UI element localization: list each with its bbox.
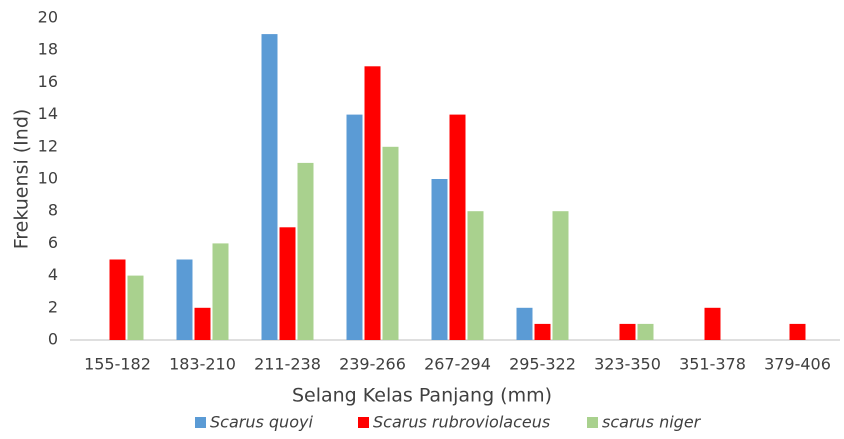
legend-swatch xyxy=(587,417,598,428)
x-tick-label: 155-182 xyxy=(84,355,151,374)
bar xyxy=(382,146,399,340)
x-tick-label: 323-350 xyxy=(594,355,661,374)
bar xyxy=(364,66,381,341)
x-axis-label: Selang Kelas Panjang (mm) xyxy=(292,385,552,407)
bar xyxy=(534,323,551,340)
x-tick-label: 295-322 xyxy=(509,355,576,374)
bar xyxy=(789,323,806,340)
bar xyxy=(109,259,126,340)
bar xyxy=(552,211,569,340)
bar xyxy=(346,114,363,340)
legend-label: Scarus rubroviolaceus xyxy=(373,413,550,432)
y-tick-label: 12 xyxy=(38,136,58,155)
bar xyxy=(704,307,721,340)
bar xyxy=(619,323,636,340)
y-tick-label: 18 xyxy=(38,40,58,59)
y-tick-label: 14 xyxy=(38,104,58,123)
bar xyxy=(127,275,144,340)
y-axis-label: Frekuensi (Ind) xyxy=(11,109,33,250)
bar xyxy=(467,211,484,340)
y-tick-label: 2 xyxy=(48,297,58,316)
bar xyxy=(297,162,314,340)
bar xyxy=(279,227,296,340)
bar xyxy=(194,307,211,340)
bar xyxy=(637,323,654,340)
legend-swatch xyxy=(358,417,369,428)
y-tick-label: 10 xyxy=(38,169,58,188)
legend-swatch xyxy=(195,417,206,428)
y-tick-label: 4 xyxy=(48,265,58,284)
bar xyxy=(449,114,466,340)
bar xyxy=(212,243,229,340)
x-tick-label: 351-378 xyxy=(679,355,746,374)
bar xyxy=(261,34,278,340)
x-tick-label: 267-294 xyxy=(424,355,491,374)
bar xyxy=(176,259,193,340)
x-tick-label: 211-238 xyxy=(254,355,321,374)
bar xyxy=(431,179,448,340)
y-tick-label: 20 xyxy=(38,8,58,27)
y-tick-label: 16 xyxy=(38,72,58,91)
y-tick-label: 8 xyxy=(48,201,58,220)
legend-label: Scarus quoyi xyxy=(210,413,313,432)
y-tick-label: 0 xyxy=(48,330,58,349)
x-tick-label: 379-406 xyxy=(764,355,831,374)
legend-label: scarus niger xyxy=(602,413,702,432)
x-tick-label: 183-210 xyxy=(169,355,236,374)
bar xyxy=(516,307,533,340)
y-tick-label: 6 xyxy=(48,233,58,252)
x-tick-label: 239-266 xyxy=(339,355,406,374)
